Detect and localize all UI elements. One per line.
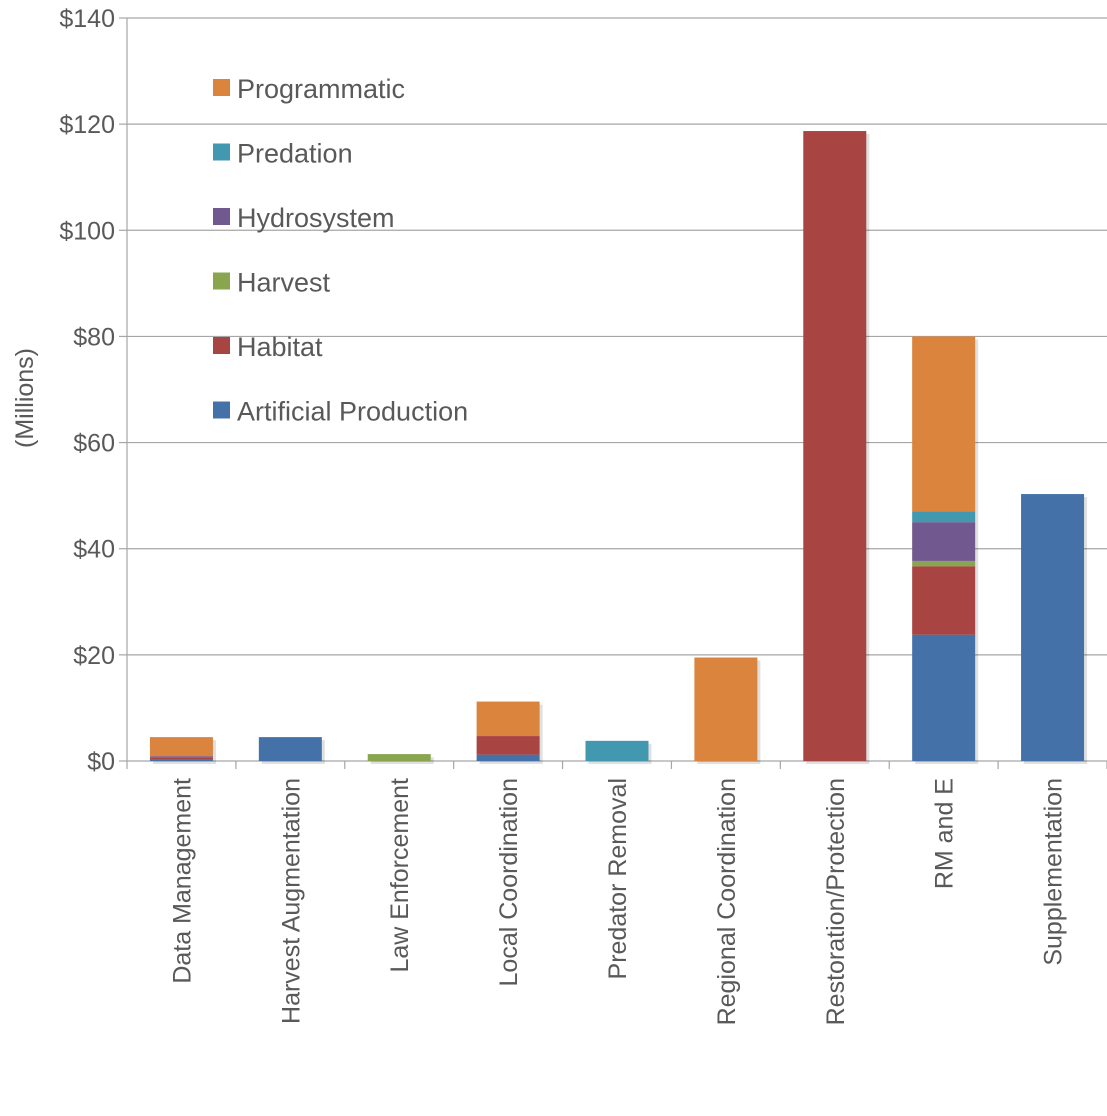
x-tick-label: Local Coordination	[495, 778, 523, 986]
legend-swatch	[213, 143, 230, 161]
x-tick-label: Restoration/Protection	[822, 778, 850, 1025]
bar-segment	[912, 634, 976, 761]
legend-swatch	[213, 272, 230, 290]
y-tick-label: $100	[59, 217, 115, 245]
y-axis-title: (Millions)	[11, 348, 39, 448]
bar-segment	[476, 701, 540, 737]
bar-segment	[149, 759, 213, 761]
bar-segment	[149, 756, 213, 758]
bar-shadow	[152, 760, 216, 763]
bar-segment	[149, 757, 213, 760]
bar-segment	[803, 131, 867, 762]
legend-swatch	[213, 79, 230, 96]
bar-segment	[149, 737, 213, 757]
legend-swatch	[213, 337, 230, 354]
bar-segment	[258, 737, 322, 761]
bars	[149, 131, 1088, 765]
bar-segment	[476, 754, 540, 761]
gridlines	[127, 17, 1107, 656]
y-tick-label: $20	[73, 642, 115, 670]
legend: Programmatic Predation Hydrosystem Harvest H…	[213, 74, 468, 427]
bar-segment	[585, 740, 649, 761]
x-tick-label: RM and E	[931, 778, 959, 889]
legend-label: Habitat	[237, 332, 323, 362]
y-tick-label: $80	[73, 323, 115, 351]
bar-segment	[912, 336, 976, 512]
bar-segment	[367, 754, 431, 761]
legend-swatch	[213, 401, 230, 419]
legend-label: Harvest	[237, 268, 331, 298]
bar-shadow	[152, 762, 216, 764]
bar-segment	[476, 736, 540, 755]
legend-label: Artificial Production	[237, 397, 468, 427]
legend-label: Hydrosystem	[237, 203, 395, 233]
x-tick-label: Data Management	[168, 778, 196, 984]
x-tick-labels: Data Management Harvest Augmentation Law E…	[168, 778, 1067, 1025]
x-tick-label: Regional Coordination	[713, 778, 741, 1025]
x-tick-label: Harvest Augmentation	[277, 778, 305, 1024]
bar-segment	[1021, 494, 1085, 761]
bar-segment	[912, 511, 976, 523]
bar-segment	[912, 522, 976, 561]
legend-label: Predation	[237, 139, 353, 169]
bar-segment	[912, 566, 976, 635]
x-tick-label: Law Enforcement	[386, 778, 414, 973]
y-tick-label: $0	[87, 748, 115, 776]
y-tick-label: $60	[73, 430, 115, 458]
bar-segment	[694, 657, 758, 761]
y-tick-label: $120	[59, 111, 115, 139]
y-tick-label: $40	[73, 536, 115, 564]
bar-segment	[912, 560, 976, 567]
y-tick-labels: $0 $20 $40 $60 $80 $100 $120 $140	[59, 5, 115, 776]
x-tick-label: Predator Removal	[604, 778, 632, 979]
legend-label: Programmatic	[237, 74, 405, 104]
y-tick-label: $140	[59, 5, 115, 33]
x-tick-label: Supplementation	[1040, 778, 1068, 966]
legend-swatch	[213, 208, 230, 225]
